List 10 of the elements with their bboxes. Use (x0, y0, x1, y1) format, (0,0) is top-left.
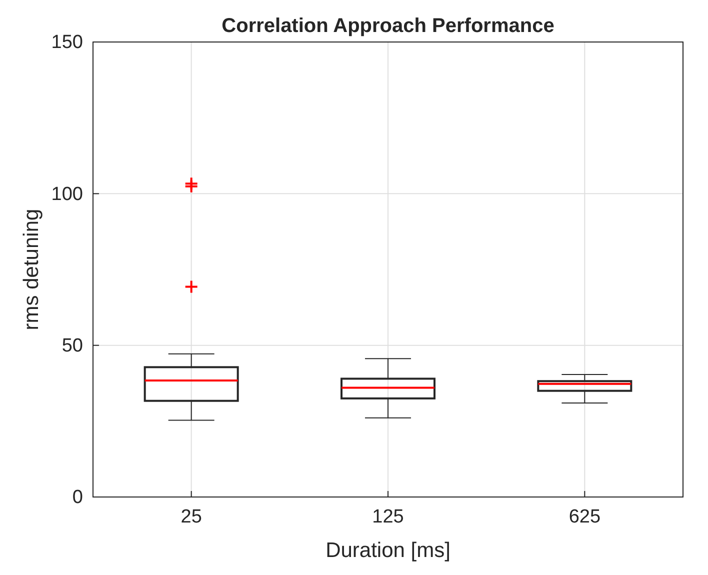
y-tick-label: 100 (51, 184, 83, 205)
chart-title: Correlation Approach Performance (222, 15, 554, 37)
x-tick-label: 125 (372, 506, 404, 528)
y-axis-title: rms detuning (20, 208, 43, 330)
y-tick-label: 50 (62, 335, 83, 356)
x-tick-label: 25 (180, 506, 202, 528)
x-tick-label: 625 (568, 506, 601, 528)
y-tick-label: 150 (51, 32, 83, 54)
x-axis-title: Duration [ms] (326, 539, 450, 562)
y-tick-label: 0 (72, 487, 83, 508)
